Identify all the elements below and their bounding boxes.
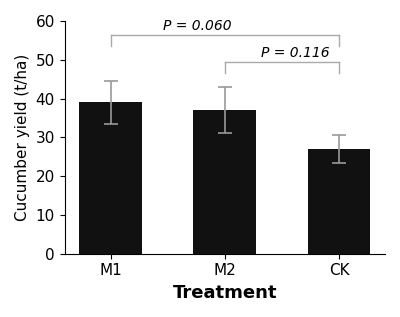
Bar xyxy=(79,102,142,254)
X-axis label: Treatment: Treatment xyxy=(172,284,277,302)
Bar xyxy=(308,149,370,254)
Bar xyxy=(194,110,256,254)
Text: P = 0.060: P = 0.060 xyxy=(163,19,232,33)
Y-axis label: Cucumber yield (t/ha): Cucumber yield (t/ha) xyxy=(15,54,30,221)
Text: P = 0.116: P = 0.116 xyxy=(261,46,330,60)
